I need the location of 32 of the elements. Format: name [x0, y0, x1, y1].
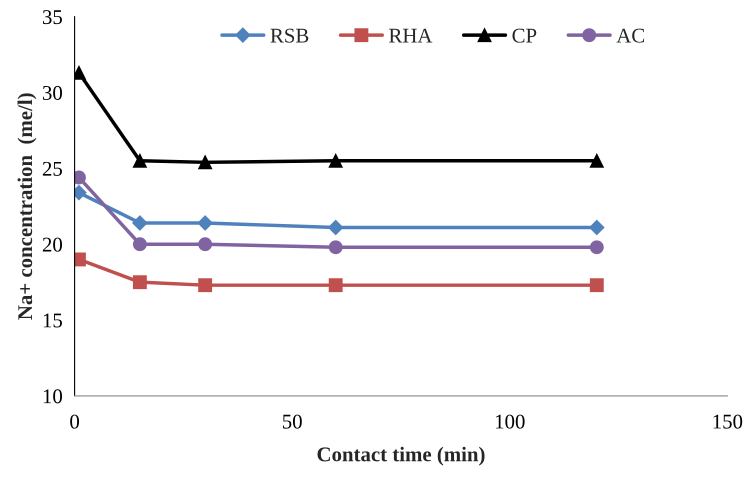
- y-tick-label: 15: [44, 314, 62, 328]
- y-tick-label: 10: [44, 389, 62, 404]
- point: [132, 275, 147, 290]
- y-tick-label: 20: [42, 238, 62, 252]
- point: [328, 240, 343, 254]
- point: [198, 237, 212, 252]
- point: [590, 240, 604, 254]
- x-tick-label: 0: [70, 414, 80, 429]
- y-tick-label: 30: [42, 86, 62, 100]
- legend-label: RHA: [389, 28, 432, 42]
- y-tick-label: 35: [42, 10, 62, 24]
- point: [198, 278, 212, 292]
- legend-label: AC: [616, 28, 644, 43]
- x-tick-label: 100: [496, 414, 525, 429]
- point: [328, 220, 344, 236]
- point: [132, 154, 147, 168]
- point: [328, 154, 343, 168]
- point: [590, 278, 604, 292]
- x-tick-label: 150: [714, 414, 742, 429]
- point: [132, 237, 147, 252]
- legend-label: RSB: [270, 28, 308, 43]
- point: [589, 220, 604, 236]
- point: [590, 154, 604, 168]
- point: [198, 215, 213, 231]
- point: [132, 215, 148, 231]
- x-tick-label: 50: [282, 414, 302, 429]
- point: [328, 278, 343, 292]
- y-axis-title: Na+ concentration (me/l): [18, 93, 36, 320]
- legend-label: CP: [512, 28, 536, 43]
- point: [198, 155, 212, 170]
- y-tick-label: 25: [42, 162, 62, 176]
- x-axis-title: Contact time (min): [318, 446, 485, 466]
